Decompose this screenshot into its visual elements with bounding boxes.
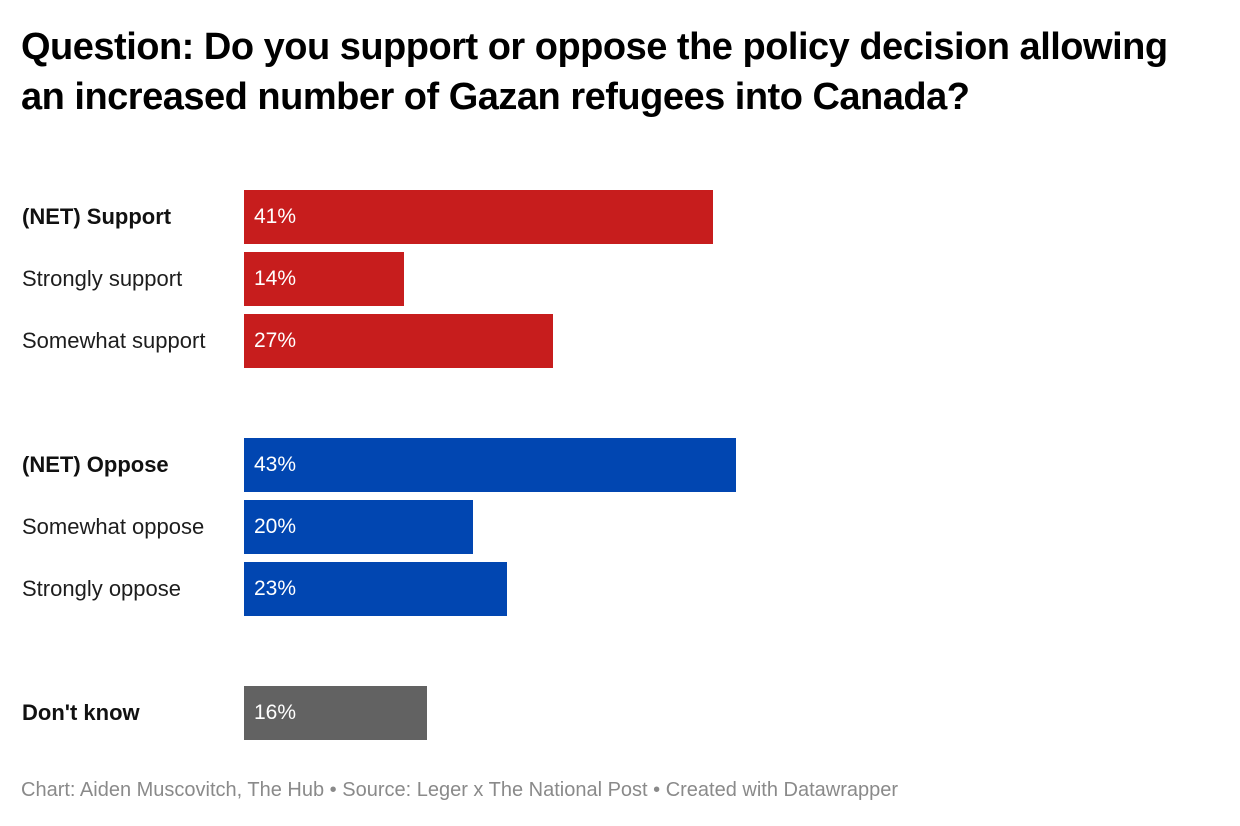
value-label: 16%	[254, 701, 297, 724]
bar-support	[244, 190, 713, 244]
category-label: (NET) Oppose	[22, 452, 169, 477]
category-label: Strongly oppose	[22, 576, 181, 601]
chart-title: Question: Do you support or oppose the p…	[21, 26, 1168, 118]
category-label: (NET) Support	[22, 204, 172, 229]
bar-oppose	[244, 438, 736, 492]
value-label: 41%	[254, 205, 297, 228]
bar-oppose	[244, 500, 473, 554]
category-label: Somewhat support	[22, 328, 206, 353]
chart-footer: Chart: Aiden Muscovitch, The Hub • Sourc…	[21, 779, 899, 801]
bar-support	[244, 252, 404, 306]
value-label: 14%	[254, 267, 297, 290]
bar-support	[244, 314, 553, 368]
value-label: 20%	[254, 515, 297, 538]
category-label: Don't know	[22, 700, 140, 725]
bar-dontknow	[244, 686, 427, 740]
category-label: Strongly support	[22, 266, 183, 291]
bar-oppose	[244, 562, 507, 616]
category-label: Somewhat oppose	[22, 514, 205, 539]
value-label: 27%	[254, 329, 297, 352]
value-label: 23%	[254, 577, 297, 600]
value-label: 43%	[254, 453, 297, 476]
